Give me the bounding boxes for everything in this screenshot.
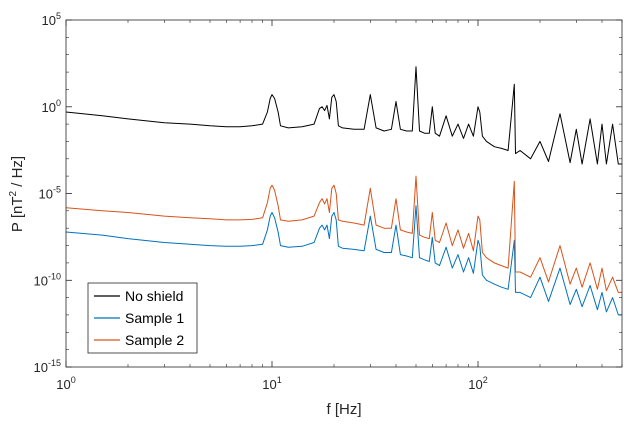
- legend-label-no-shield: No shield: [125, 288, 183, 304]
- x-tick-label: 102: [468, 375, 487, 392]
- series-lines: [65, 66, 622, 316]
- series-line-sample-2: [65, 175, 622, 293]
- series-line-sample-1: [65, 205, 622, 316]
- axis-ticks: [65, 19, 623, 368]
- y-tick-label: 10-10: [34, 271, 61, 288]
- legend-label-sample-1: Sample 1: [125, 310, 184, 326]
- legend: No shield Sample 1 Sample 2: [87, 282, 198, 354]
- y-tick-label: 10-5: [39, 185, 61, 202]
- x-tick-label: 100: [56, 375, 75, 392]
- y-axis-label-sup: 2: [8, 191, 19, 197]
- series-line-no-shield: [65, 66, 622, 165]
- y-axis-label: P [nT2 / Hz]: [8, 156, 26, 232]
- y-tick-label: 105: [42, 11, 61, 28]
- y-axis-label-suffix: / Hz]: [9, 156, 26, 191]
- y-tick-label: 10-15: [34, 358, 61, 375]
- x-tick-label: 101: [262, 375, 281, 392]
- legend-label-sample-2: Sample 2: [125, 332, 184, 348]
- y-tick-label: 100: [42, 98, 61, 115]
- tick-labels: 100 101 102 105 100 10-5 10-10 10-15: [34, 11, 488, 392]
- x-axis-label: f [Hz]: [326, 401, 361, 418]
- y-axis-label-prefix: P [nT: [9, 197, 26, 233]
